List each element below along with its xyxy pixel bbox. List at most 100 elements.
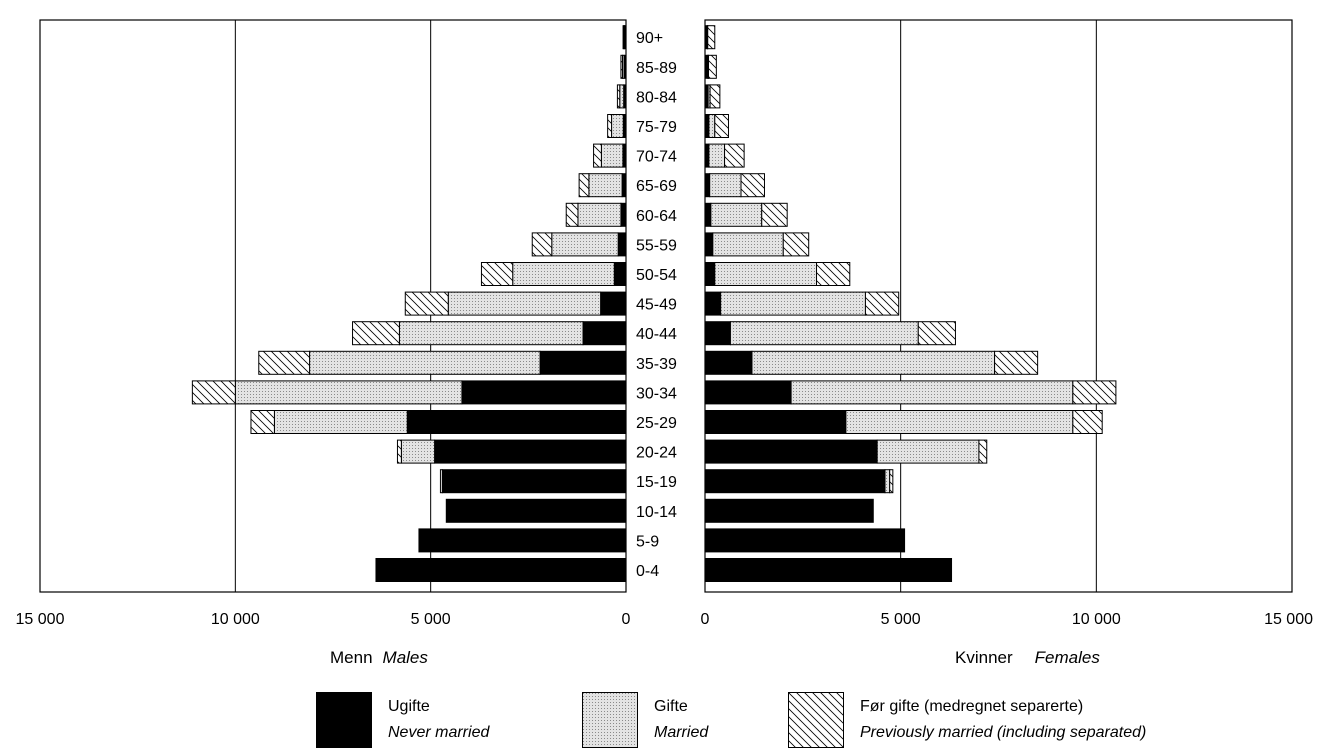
age-labels: 0-4 5-9 10-14 15-19 20-24 25-29 30-34 35-39 40-4… xyxy=(636,30,677,580)
female-bar-never-30-34 xyxy=(704,380,792,405)
axis-tick-labels: 15 000 10 000 5 000 0 0 5 000 10 000 15 000 xyxy=(16,611,1314,628)
male-bar-previous-25-29 xyxy=(250,410,275,434)
male-bar-previous-85-89 xyxy=(620,54,623,79)
male-tick-0: 15 000 xyxy=(16,611,65,628)
female-bar-previous-35-39 xyxy=(994,350,1039,375)
male-tick-3: 0 xyxy=(622,611,631,628)
male-bar-married-30-34 xyxy=(234,380,463,405)
male-bar-previous-45-49 xyxy=(404,291,449,316)
female-bar-previous-20-24 xyxy=(978,439,988,464)
panel-frames xyxy=(39,19,1293,593)
male-bar-previous-80-84 xyxy=(616,84,621,109)
male-bar-previous-50-54 xyxy=(480,262,514,286)
legend-previously-married-label: Før gifte (medregnet separerte) Previous… xyxy=(860,694,1146,746)
females-title-en: Females xyxy=(1034,648,1100,667)
female-bar-married-25-29 xyxy=(845,410,1074,434)
legend-married-label: Gifte Married xyxy=(654,694,708,746)
age-label-90+: 90+ xyxy=(636,30,663,47)
male-bar-previous-75-79 xyxy=(607,114,613,138)
female-bar-married-30-34 xyxy=(790,380,1074,405)
male-bar-never-50-54 xyxy=(613,262,627,286)
male-bar-never-30-34 xyxy=(461,380,627,405)
age-label-10-14: 10-14 xyxy=(636,504,677,521)
male-bar-married-15-19 xyxy=(439,469,443,494)
female-bar-never-25-29 xyxy=(704,410,847,434)
male-bar-never-0-4 xyxy=(375,558,627,582)
age-label-40-44: 40-44 xyxy=(636,326,677,343)
age-label-30-34: 30-34 xyxy=(636,385,677,402)
male-tick-1: 10 000 xyxy=(211,611,260,628)
male-bar-previous-30-34 xyxy=(191,380,236,405)
female-panel-frame xyxy=(704,19,1293,593)
male-bar-never-10-14 xyxy=(445,498,627,523)
legend-never-married-no: Ugifte xyxy=(388,698,430,715)
female-bar-never-55-59 xyxy=(704,232,714,257)
female-bar-married-20-24 xyxy=(876,439,980,464)
female-tick-2: 10 000 xyxy=(1072,611,1121,628)
female-bar-previous-55-59 xyxy=(782,232,810,257)
female-bar-previous-45-49 xyxy=(864,291,900,316)
female-bar-never-10-14 xyxy=(704,498,874,523)
legend-never-married-label: Ugifte Never married xyxy=(388,694,489,746)
age-label-70-74: 70-74 xyxy=(636,149,677,166)
female-bar-never-0-4 xyxy=(704,558,953,582)
male-bar-never-25-29 xyxy=(406,410,627,434)
male-bar-married-70-74 xyxy=(600,143,624,168)
legend-previously-married-en: Previously married (including separated) xyxy=(860,724,1147,741)
female-bar-married-45-49 xyxy=(720,291,866,316)
female-tick-0: 0 xyxy=(701,611,710,628)
female-bar-married-15-19 xyxy=(884,469,891,494)
female-bar-married-70-74 xyxy=(708,143,726,168)
female-bar-never-50-54 xyxy=(704,262,716,286)
female-bar-previous-80-84 xyxy=(709,84,721,109)
age-label-25-29: 25-29 xyxy=(636,415,677,432)
legend-married-no: Gifte xyxy=(654,698,688,715)
age-label-85-89: 85-89 xyxy=(636,60,677,77)
female-bar-never-65-69 xyxy=(704,173,711,198)
female-bar-married-55-59 xyxy=(712,232,784,257)
age-label-50-54: 50-54 xyxy=(636,267,677,284)
females-title: Kvinner Females xyxy=(955,648,1100,668)
female-bar-married-60-64 xyxy=(710,202,763,227)
female-bar-married-75-79 xyxy=(708,114,716,138)
male-tick-2: 5 000 xyxy=(411,611,451,628)
age-label-65-69: 65-69 xyxy=(636,178,677,195)
female-bar-married-35-39 xyxy=(751,350,996,375)
male-bar-never-5-9 xyxy=(418,528,627,553)
males-title-en: Males xyxy=(382,648,428,667)
male-bar-never-40-44 xyxy=(582,321,627,346)
age-label-20-24: 20-24 xyxy=(636,445,677,462)
male-bar-previous-90+ xyxy=(622,25,625,50)
male-bar-married-20-24 xyxy=(400,439,436,464)
female-bar-previous-25-29 xyxy=(1072,410,1103,434)
male-bar-married-50-54 xyxy=(512,262,615,286)
legend-never-married-en: Never married xyxy=(388,724,490,741)
male-bar-previous-70-74 xyxy=(593,143,602,168)
legend-previously-married-no: Før gifte (medregnet separerte) xyxy=(860,698,1084,715)
age-label-45-49: 45-49 xyxy=(636,297,677,314)
bars-group xyxy=(191,25,1117,582)
male-bar-married-80-84 xyxy=(619,84,625,109)
age-label-80-84: 80-84 xyxy=(636,89,677,106)
age-label-15-19: 15-19 xyxy=(636,474,677,491)
male-bar-previous-40-44 xyxy=(352,321,400,346)
female-bar-previous-65-69 xyxy=(740,173,765,198)
female-bar-previous-50-54 xyxy=(816,262,851,286)
female-bar-previous-40-44 xyxy=(917,321,956,346)
male-bar-married-35-39 xyxy=(309,350,541,375)
females-title-no: Kvinner xyxy=(955,648,1013,667)
males-title: Menn Males xyxy=(330,648,428,668)
female-bar-previous-30-34 xyxy=(1072,380,1117,405)
female-tick-3: 15 000 xyxy=(1264,611,1313,628)
female-bar-previous-75-79 xyxy=(714,114,729,138)
legend-married-swatch xyxy=(582,692,638,748)
legend-never-married-swatch xyxy=(316,692,372,748)
male-bar-married-25-29 xyxy=(273,410,408,434)
age-label-5-9: 5-9 xyxy=(636,533,659,550)
age-label-0-4: 0-4 xyxy=(636,563,659,580)
female-bar-previous-70-74 xyxy=(724,143,745,168)
age-label-75-79: 75-79 xyxy=(636,119,677,136)
male-bar-never-20-24 xyxy=(434,439,627,464)
male-bar-married-55-59 xyxy=(551,232,619,257)
age-label-60-64: 60-64 xyxy=(636,208,677,225)
